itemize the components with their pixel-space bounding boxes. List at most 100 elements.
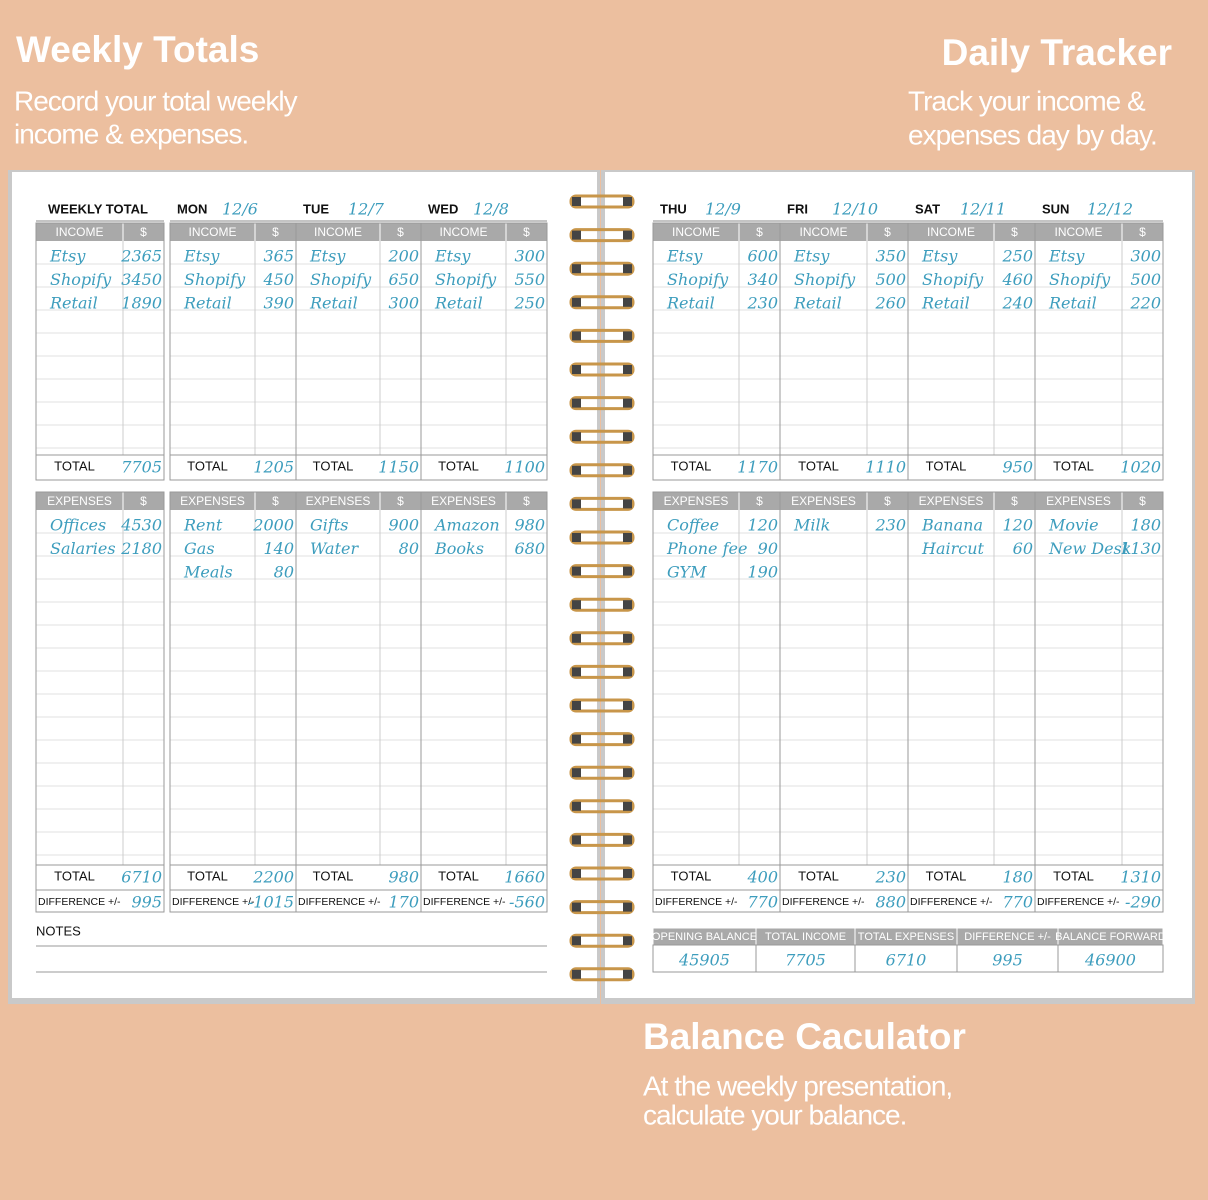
- entry-name: Etsy: [921, 247, 958, 266]
- entry-amount: 80: [274, 563, 294, 582]
- day-header: TUE: [303, 201, 329, 216]
- difference-label: DIFFERENCE +/-: [782, 896, 865, 908]
- entry-amount: 390: [263, 294, 294, 313]
- caption-text: Record your total weekly: [14, 85, 298, 116]
- day-header: SUN: [1042, 201, 1069, 216]
- ring: [569, 631, 635, 646]
- column-heading: $: [272, 225, 279, 239]
- entry-amount: 2180: [120, 539, 162, 558]
- total-value: 400: [746, 868, 778, 887]
- ring: [569, 900, 635, 915]
- entry-name: Offices: [50, 516, 106, 535]
- ring-hole: [623, 667, 632, 677]
- table-border: [35, 491, 165, 913]
- entry-name: Haircut: [921, 539, 985, 558]
- ring: [569, 732, 635, 747]
- header-bar: [1035, 492, 1163, 510]
- ring-hole: [572, 499, 581, 509]
- total-value: 2200: [252, 868, 294, 887]
- total-value: 1660: [504, 868, 545, 887]
- balance-heading: TOTAL EXPENSES: [858, 931, 954, 943]
- entry-amount: 365: [263, 247, 294, 266]
- ring-hole: [572, 768, 581, 778]
- ring: [569, 496, 635, 511]
- balance-value: 45905: [678, 951, 730, 970]
- total-label: TOTAL: [187, 868, 228, 883]
- entry-amount: 140: [263, 539, 294, 558]
- entry-name: Retail: [49, 294, 98, 313]
- total-label: TOTAL: [438, 458, 479, 473]
- entry-name: GYM: [667, 563, 707, 582]
- ring-hole: [572, 297, 581, 307]
- ring-hole: [623, 398, 632, 408]
- total-label: TOTAL: [671, 458, 712, 473]
- entry-amount: 300: [388, 294, 419, 313]
- entry-name: Coffee: [667, 516, 719, 535]
- column-heading: $: [523, 225, 530, 239]
- balance-value: 46900: [1084, 951, 1136, 970]
- entry-name: Retail: [309, 294, 358, 313]
- ring-hole: [623, 465, 632, 475]
- ring: [569, 866, 635, 881]
- column-heading: $: [523, 494, 530, 508]
- ring-hole: [572, 869, 581, 878]
- entry-amount: 250: [513, 294, 545, 313]
- entry-amount: 900: [388, 516, 419, 535]
- total-value: 950: [1002, 458, 1033, 477]
- day-date: 12/8: [473, 200, 509, 219]
- column-heading: EXPENSES: [180, 494, 245, 508]
- total-value: 230: [874, 868, 906, 887]
- entry-name: Retail: [921, 294, 970, 313]
- ring: [569, 530, 635, 545]
- entry-amount: 200: [387, 247, 419, 266]
- ring: [569, 832, 635, 847]
- header-bar: [296, 223, 421, 241]
- ring-hole: [623, 297, 632, 307]
- column-heading: $: [397, 225, 404, 239]
- ring-hole: [623, 869, 632, 878]
- ring: [569, 799, 635, 814]
- difference-label: DIFFERENCE +/-: [38, 896, 121, 908]
- difference-label: DIFFERENCE +/-: [655, 896, 738, 908]
- column-heading: EXPENSES: [791, 494, 856, 508]
- total-value: 980: [388, 868, 419, 887]
- ring-hole: [623, 533, 632, 542]
- total-value: 1310: [1120, 868, 1161, 887]
- entry-name: Retail: [666, 294, 715, 313]
- entry-name: Water: [310, 539, 359, 558]
- entry-amount: 550: [514, 270, 545, 289]
- ring: [569, 597, 635, 612]
- entry-name: Gas: [184, 539, 215, 558]
- caption-title: Daily Tracker: [942, 32, 1172, 73]
- caption-text: expenses day by day.: [908, 119, 1157, 150]
- entry-name: Etsy: [1048, 247, 1085, 266]
- column-heading: EXPENSES: [664, 494, 729, 508]
- difference-label: DIFFERENCE +/-: [423, 896, 506, 908]
- column-heading: EXPENSES: [431, 494, 496, 508]
- column-heading: EXPENSES: [919, 494, 984, 508]
- ring: [569, 429, 635, 444]
- entry-amount: 80: [399, 539, 419, 558]
- balance-heading: DIFFERENCE +/-: [964, 931, 1051, 943]
- caption-text: income & expenses.: [14, 118, 248, 149]
- ring-hole: [572, 734, 581, 744]
- entry-amount: 190: [747, 563, 778, 582]
- caption-title: Weekly Totals: [16, 29, 259, 70]
- notes-label: NOTES: [36, 923, 81, 938]
- difference-value: 880: [875, 893, 906, 912]
- ring: [569, 664, 635, 679]
- ring: [569, 967, 635, 982]
- ring-hole: [623, 768, 632, 778]
- total-label: TOTAL: [1053, 458, 1094, 473]
- ring-hole: [623, 432, 632, 442]
- ring: [569, 933, 635, 948]
- entry-name: New Desk: [1048, 539, 1131, 558]
- header-bar: [1035, 223, 1163, 241]
- ring-hole: [623, 230, 632, 240]
- ring-hole: [572, 432, 581, 442]
- entry-amount: 450: [262, 270, 294, 289]
- ring: [569, 765, 635, 780]
- entry-amount: 340: [747, 270, 778, 289]
- entry-name: Etsy: [49, 247, 86, 266]
- entry-amount: 300: [1130, 247, 1161, 266]
